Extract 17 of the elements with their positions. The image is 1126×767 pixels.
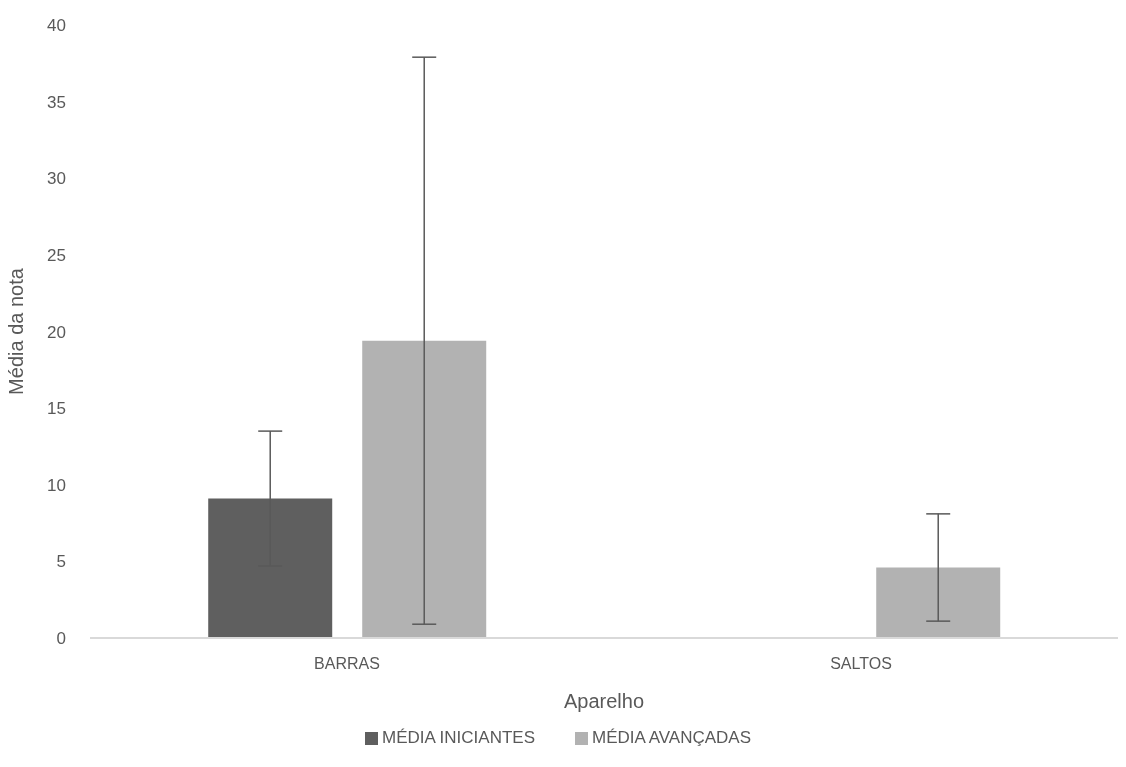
bar bbox=[362, 340, 487, 638]
y-tick-label: 25 bbox=[47, 245, 66, 265]
y-tick-label: 15 bbox=[47, 399, 66, 419]
y-tick-label: 5 bbox=[56, 552, 66, 572]
legend-label: MÉDIA AVANÇADAS bbox=[592, 728, 752, 747]
bar bbox=[876, 567, 1001, 638]
y-tick-label: 0 bbox=[56, 629, 66, 649]
legend-label: MÉDIA INICIANTES bbox=[381, 728, 535, 747]
x-tick-label: SALTOS bbox=[830, 655, 892, 673]
y-tick-label: 30 bbox=[47, 169, 66, 189]
y-axis-title: Média da nota bbox=[5, 267, 28, 395]
y-tick-label: 20 bbox=[47, 322, 66, 342]
x-tick-label: BARRAS bbox=[314, 655, 380, 673]
y-tick-label: 40 bbox=[47, 16, 66, 36]
y-tick-label: 10 bbox=[47, 475, 66, 495]
y-tick-label: 35 bbox=[47, 92, 66, 112]
x-axis-title: Aparelho bbox=[563, 690, 645, 712]
